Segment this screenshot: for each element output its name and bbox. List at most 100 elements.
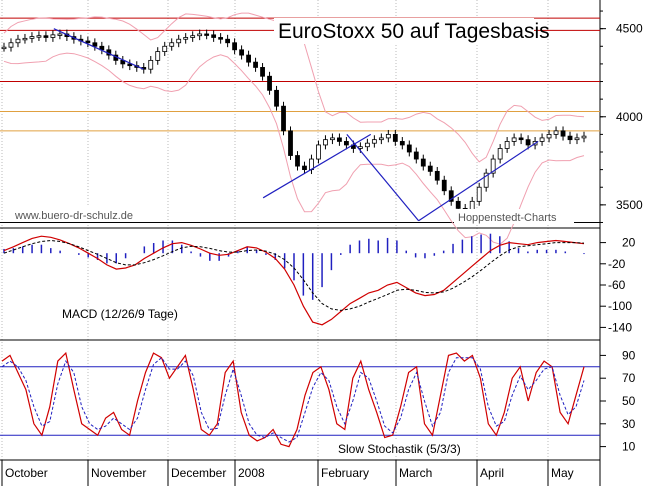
candle-body-0 bbox=[1, 46, 7, 50]
candle-body-31 bbox=[218, 37, 224, 40]
stoch-title: Slow Stochastik (5/3/3) bbox=[338, 442, 461, 456]
stoch-ytick-label-1: 70 bbox=[622, 371, 636, 385]
trendline-2 bbox=[346, 133, 420, 222]
candle-body-22 bbox=[155, 51, 161, 61]
macd-lines bbox=[3, 235, 585, 326]
candle-body-62 bbox=[434, 170, 440, 181]
candle-body-71 bbox=[497, 148, 503, 160]
price-y-ticks: 4500 4000 3500 bbox=[600, 10, 643, 223]
macd-ytick-label-2: -60 bbox=[608, 278, 626, 292]
candle-body-12 bbox=[85, 40, 91, 44]
candle-body-39 bbox=[274, 89, 279, 107]
x-label-6: April bbox=[480, 466, 504, 480]
macd-y-ticks: 20 -20 -60 -100 -140 bbox=[600, 236, 636, 334]
candle-body-75 bbox=[525, 139, 531, 146]
candle-body-57 bbox=[399, 141, 405, 146]
macd-panel-bg bbox=[0, 230, 600, 340]
candle-body-1 bbox=[8, 42, 14, 48]
trendline-3 bbox=[418, 140, 539, 222]
candle-body-42 bbox=[295, 155, 300, 167]
candle-body-65 bbox=[455, 200, 461, 209]
stoch-ytick-label-0: 90 bbox=[622, 348, 636, 362]
candle-body-40 bbox=[281, 105, 286, 132]
candle-body-77 bbox=[539, 137, 545, 142]
stoch-title-bg bbox=[334, 441, 464, 456]
candle-body-78 bbox=[546, 133, 552, 139]
candle-body-5 bbox=[36, 35, 42, 38]
candle-body-13 bbox=[92, 42, 98, 47]
candle-body-79 bbox=[553, 130, 559, 135]
x-label-2: December bbox=[171, 466, 226, 480]
x-label-4: February bbox=[321, 466, 369, 480]
stoch-y-ticks: 90 70 50 30 10 bbox=[600, 348, 636, 454]
candle-body-80 bbox=[560, 130, 566, 137]
stoch-reference-lines bbox=[0, 366, 600, 436]
candle-body-30 bbox=[211, 34, 217, 38]
candle-body-82 bbox=[574, 137, 580, 141]
candle-body-8 bbox=[57, 33, 63, 36]
candle-body-68 bbox=[476, 186, 482, 202]
candle-body-83 bbox=[581, 135, 587, 139]
candle-body-41 bbox=[288, 130, 293, 156]
x-label-1: November bbox=[91, 466, 146, 480]
candle-body-60 bbox=[420, 158, 426, 167]
candle-body-52 bbox=[364, 142, 370, 148]
stoch-ytick-label-3: 30 bbox=[622, 417, 636, 431]
stoch-k-line bbox=[1, 351, 585, 448]
candle-body-18 bbox=[127, 63, 133, 67]
macd-signal-line bbox=[3, 239, 585, 311]
x-label-5: March bbox=[399, 466, 432, 480]
stoch-ytick-label-4: 10 bbox=[622, 440, 636, 454]
candle-body-54 bbox=[378, 137, 384, 141]
candle-body-43 bbox=[302, 165, 307, 171]
price-title: EuroStoxx 50 auf Tagesbasis bbox=[278, 20, 550, 43]
candle-body-23 bbox=[162, 45, 168, 52]
trendline-1 bbox=[262, 133, 372, 199]
candle-body-48 bbox=[337, 137, 342, 142]
trendlines bbox=[53, 28, 539, 222]
candle-body-34 bbox=[239, 49, 244, 56]
candle-body-59 bbox=[413, 151, 419, 160]
candle-body-64 bbox=[448, 190, 454, 202]
candle-body-37 bbox=[260, 67, 265, 77]
x-axis-labels: October November December 2008 February March… bbox=[1, 460, 574, 486]
x-label-3: 2008 bbox=[238, 466, 265, 480]
candle-body-69 bbox=[483, 172, 489, 188]
candle-body-4 bbox=[29, 36, 35, 39]
source-label: Hoppenstedt-Charts bbox=[458, 212, 557, 224]
candle-body-81 bbox=[567, 135, 573, 141]
candle-body-21 bbox=[148, 59, 154, 70]
candle-body-32 bbox=[225, 38, 231, 44]
candle-body-47 bbox=[330, 137, 335, 141]
candle-body-46 bbox=[323, 139, 328, 146]
candle-body-6 bbox=[43, 35, 49, 38]
candle-body-53 bbox=[371, 139, 377, 144]
candle-body-55 bbox=[385, 133, 391, 139]
price-ytick-label-2: 3500 bbox=[616, 198, 643, 212]
macd-title: MACD (12/26/9 Tage) bbox=[62, 307, 178, 321]
price-ytick-label-1: 4000 bbox=[616, 110, 643, 124]
candle-body-7 bbox=[50, 34, 56, 38]
stoch-panel-bg bbox=[0, 342, 600, 460]
candle-body-25 bbox=[176, 38, 182, 44]
candle-body-74 bbox=[518, 137, 524, 141]
candle-body-73 bbox=[511, 137, 517, 142]
macd-histogram bbox=[3, 233, 585, 300]
candle-body-49 bbox=[344, 141, 349, 146]
x-label-0: October bbox=[5, 466, 48, 480]
x-label-7: May bbox=[551, 466, 574, 480]
title-bg bbox=[274, 18, 534, 44]
candle-body-26 bbox=[183, 37, 189, 40]
watermark: www.buero-dr-schulz.de bbox=[14, 210, 133, 222]
candle-body-38 bbox=[267, 75, 272, 91]
candle-body-36 bbox=[253, 61, 258, 68]
stoch-d-line bbox=[1, 356, 585, 443]
candle-body-61 bbox=[427, 165, 433, 172]
source-bg bbox=[454, 209, 574, 224]
candle-body-72 bbox=[504, 141, 510, 149]
candle-body-27 bbox=[190, 35, 196, 38]
macd-ytick-label-0: 20 bbox=[622, 236, 636, 250]
candle-body-45 bbox=[316, 144, 321, 160]
trendline-0 bbox=[53, 28, 144, 70]
